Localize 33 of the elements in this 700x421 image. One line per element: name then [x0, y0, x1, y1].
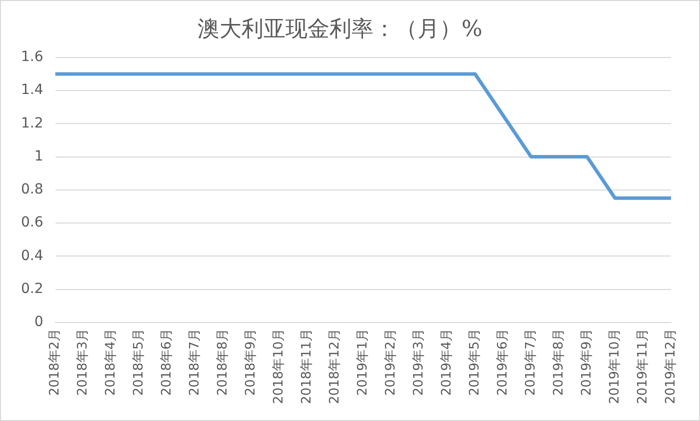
x-tick-label: 2019年4月	[439, 328, 454, 396]
x-tick-label: 2018年10月	[272, 328, 287, 404]
x-tick-label: 2018年9月	[244, 328, 259, 396]
x-tick-label: 2018年12月	[328, 328, 343, 404]
y-tick-label: 0	[34, 314, 44, 330]
x-tick-label: 2019年11月	[635, 328, 650, 404]
y-tick-label: 1.4	[21, 82, 44, 98]
x-tick-label: 2019年6月	[495, 328, 510, 396]
x-tick-label: 2019年3月	[411, 328, 426, 396]
x-tick-label: 2018年3月	[76, 328, 91, 396]
y-tick-label: 0.4	[21, 248, 44, 264]
y-tick-label: 1.2	[21, 115, 44, 132]
x-tick-label: 2018年8月	[216, 328, 231, 396]
x-tick-label: 2019年1月	[356, 328, 371, 396]
chart-title: 澳大利亚现金利率：（月）%	[198, 16, 482, 42]
x-tick-label: 2018年4月	[104, 328, 119, 396]
x-tick-label: 2019年9月	[579, 328, 594, 396]
x-tick-label: 2019年12月	[663, 328, 678, 404]
x-tick-label: 2019年10月	[607, 328, 622, 404]
y-tick-label: 1.6	[21, 49, 44, 66]
x-tick-label: 2019年2月	[383, 328, 398, 396]
x-tick-label: 2019年7月	[523, 328, 538, 396]
x-tick-label: 2018年6月	[160, 328, 175, 396]
y-tick-label: 0.8	[21, 182, 44, 198]
x-tick-label: 2018年7月	[188, 328, 203, 396]
y-tick-label: 0.2	[21, 280, 44, 297]
x-tick-label: 2019年8月	[551, 328, 566, 396]
x-tick-label: 2019年5月	[467, 328, 482, 396]
y-tick-label: 0.6	[21, 214, 44, 231]
x-tick-label: 2018年11月	[300, 328, 315, 404]
y-tick-label: 1	[34, 148, 44, 164]
x-tick-label: 2018年5月	[132, 328, 147, 396]
x-tick-label: 2018年2月	[48, 328, 63, 396]
